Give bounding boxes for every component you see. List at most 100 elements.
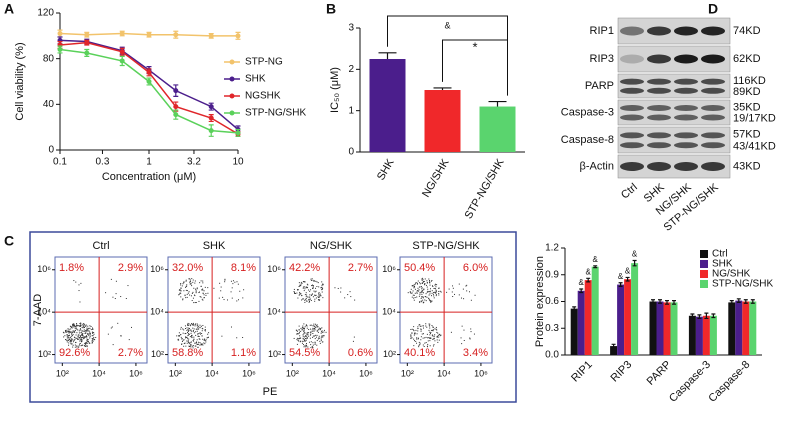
legend-swatch <box>700 260 708 268</box>
blot-band <box>647 114 671 121</box>
cell-dot <box>180 287 182 289</box>
cell-dot <box>180 290 182 292</box>
cell-dot <box>188 329 190 331</box>
cell-dot <box>424 342 426 344</box>
cell-dot <box>70 341 72 343</box>
cell-dot <box>186 340 188 342</box>
cell-dot <box>92 335 94 337</box>
cell-dot <box>452 296 454 298</box>
cell-dot <box>188 323 190 325</box>
cell-dot <box>305 296 307 298</box>
cell-dot <box>91 342 93 344</box>
cell-dot <box>452 287 454 289</box>
x-tick-label: 10⁶ <box>129 368 143 378</box>
cell-dot <box>307 296 309 298</box>
cell-dot <box>315 324 317 326</box>
cell-dot <box>69 337 71 339</box>
cell-dot <box>410 335 412 337</box>
gate <box>55 257 147 363</box>
cell-dot <box>305 298 307 300</box>
cell-dot <box>426 286 428 288</box>
cell-dot <box>319 340 321 342</box>
error-bar <box>651 299 655 304</box>
cell-dot <box>424 284 426 286</box>
cell-dot <box>428 278 430 280</box>
cell-dot <box>200 280 202 282</box>
protein-label: Caspase-8 <box>561 134 614 146</box>
cell-dot <box>83 337 85 339</box>
cell-dot <box>71 343 73 345</box>
cell-dot <box>196 323 198 325</box>
cell-dot <box>322 287 324 289</box>
cell-dot <box>321 330 323 332</box>
cell-dot <box>300 327 302 329</box>
point <box>146 69 152 75</box>
cell-dot <box>79 325 81 327</box>
cell-dot <box>308 298 310 300</box>
cell-dot <box>196 339 198 341</box>
cell-dot <box>79 301 81 303</box>
cell-dot <box>66 335 68 337</box>
cell-dot <box>316 330 318 332</box>
cell-dot <box>431 285 433 287</box>
cell-dot <box>321 341 323 343</box>
quadrant-label: 40.1% <box>404 347 435 359</box>
y-tick-label: 10² <box>268 349 281 359</box>
cell-dot <box>83 323 85 325</box>
plot-title: Ctrl <box>92 240 109 252</box>
annotation: & <box>579 278 585 287</box>
cell-dot <box>66 334 68 336</box>
cell-dot <box>196 288 198 290</box>
x-tick-label: Caspase-3 <box>667 359 713 405</box>
cell-dot <box>321 335 323 337</box>
cell-dot <box>313 327 315 329</box>
cell-dot <box>307 334 309 336</box>
cell-dot <box>319 299 321 301</box>
cell-dot <box>190 295 192 297</box>
annotation: & <box>618 272 624 281</box>
blot-band <box>674 105 698 111</box>
cell-cloud <box>334 287 356 301</box>
bar <box>591 266 599 355</box>
cell-dot <box>63 336 65 338</box>
cell-dot <box>303 328 305 330</box>
cell-dot <box>436 329 438 331</box>
cell-dot <box>181 343 183 345</box>
bar <box>742 301 750 355</box>
bar <box>749 301 757 355</box>
cell-dot <box>431 292 433 294</box>
cell-dot <box>192 330 194 332</box>
cell-dot <box>310 334 312 336</box>
cell-dot <box>190 344 192 346</box>
cell-dot <box>187 334 189 336</box>
cell-dot <box>305 286 307 288</box>
cell-dot <box>349 291 351 293</box>
quadrant-label: 8.1% <box>231 262 256 274</box>
cell-dot <box>91 335 93 337</box>
cell-dot <box>437 334 439 336</box>
cell-dot <box>178 294 180 296</box>
cell-dot <box>432 338 434 340</box>
cell-dot <box>418 289 420 291</box>
error-bar <box>697 314 702 320</box>
cell-dot <box>298 325 300 327</box>
cell-dot <box>232 283 234 285</box>
cell-dot <box>110 278 112 280</box>
quadrant-label: 0.6% <box>348 347 373 359</box>
cell-dot <box>111 326 113 328</box>
cell-dot <box>190 341 192 343</box>
cell-dot <box>84 344 86 346</box>
cell-dot <box>309 290 311 292</box>
cell-dot <box>418 295 420 297</box>
cell-dot <box>81 339 83 341</box>
cell-dot <box>191 278 193 280</box>
cell-dot <box>199 296 201 298</box>
cell-dot <box>417 337 419 339</box>
cell-dot <box>202 288 204 290</box>
cell-dot <box>434 283 436 285</box>
cell-dot <box>418 344 420 346</box>
cell-dot <box>190 329 192 331</box>
cell-dot <box>234 281 236 283</box>
cell-dot <box>190 343 192 345</box>
